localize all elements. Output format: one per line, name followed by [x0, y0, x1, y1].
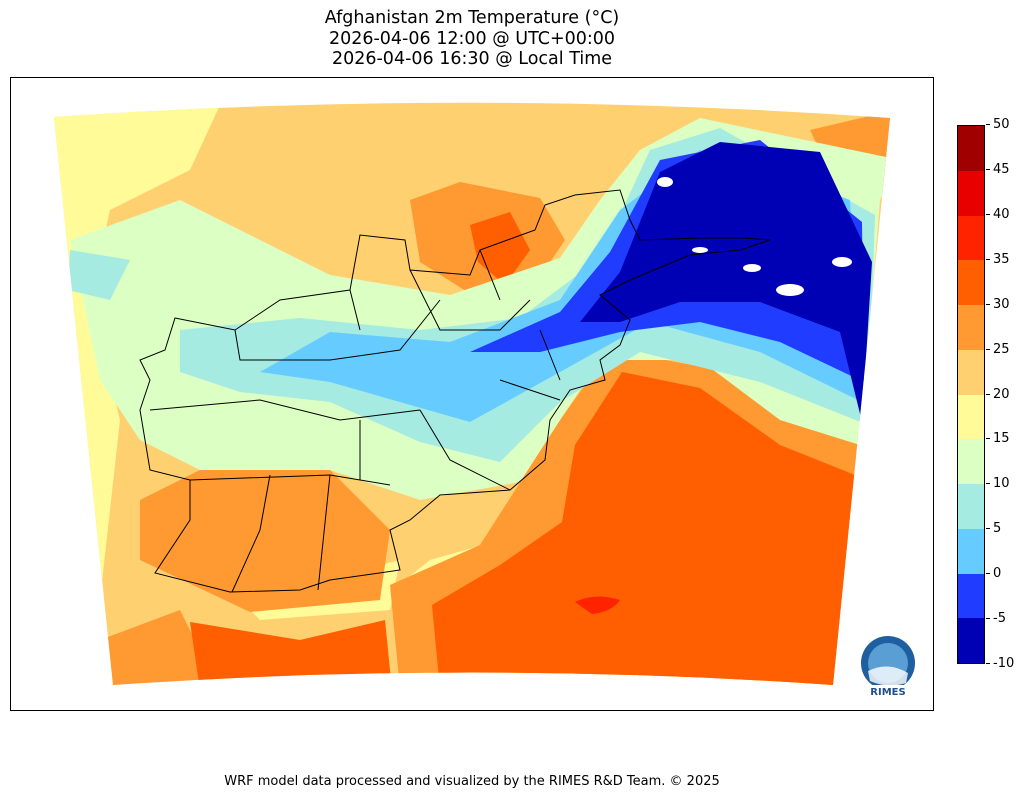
footer-credit: WRF model data processed and visualized …	[224, 774, 720, 789]
colorbar-tick-label: 35	[986, 252, 1010, 267]
title-line-3: 2026-04-06 16:30 @ Local Time	[331, 49, 613, 69]
colorbar-tick-label: 20	[986, 387, 1010, 402]
colorbar-bin	[958, 394, 984, 440]
colorbar-bin	[958, 126, 984, 171]
colorbar-bin	[958, 618, 984, 663]
colorbar	[957, 125, 985, 664]
colorbar-bin	[958, 439, 984, 484]
colorbar-tick-label: 40	[986, 207, 1010, 222]
colorbar-bin	[958, 215, 984, 261]
colorbar-bin	[958, 528, 984, 574]
map-frame	[10, 77, 934, 711]
colorbar-bin	[958, 305, 984, 350]
colorbar-tick-label: 15	[986, 432, 1010, 446]
temp-band-minus10-minus5	[580, 142, 872, 422]
temp-band-35-40	[575, 596, 620, 614]
rimes-logo: RIMES	[856, 633, 920, 698]
colorbar-bin	[958, 484, 984, 529]
afghanistan-province-borders	[139, 189, 771, 593]
country-border	[139, 189, 771, 593]
colorbar-tick-label: 25	[986, 342, 1010, 357]
colorbar-tick-label: -10	[986, 657, 1014, 671]
colorbar-tick-label: -5	[986, 612, 1006, 626]
colorbar-tick-label: 10	[986, 477, 1010, 491]
colorbar-tick-label: 0	[986, 567, 1001, 581]
colorbar-tick-label: 5	[986, 522, 1001, 536]
title-line-2: 2026-04-06 12:00 @ UTC+00:00	[328, 28, 616, 49]
colorbar-bin	[958, 170, 984, 216]
colorbar-bin	[958, 573, 984, 619]
province-lines	[149, 249, 561, 593]
svg-text:RIMES: RIMES	[870, 687, 905, 697]
colorbar-tick-label: 50	[986, 118, 1010, 132]
colorbar-tick-label: 45	[986, 162, 1010, 177]
title-line-1: Afghanistan 2m Temperature (°C)	[324, 8, 620, 28]
colorbar-bin	[958, 349, 984, 395]
snow-patches	[657, 177, 852, 296]
colorbar-tick-label: 30	[986, 297, 1010, 312]
colorbar-bin	[958, 260, 984, 305]
temp-band-30-35	[190, 212, 855, 685]
chart-title: Afghanistan 2m Temperature (°C) 2026-04-…	[0, 8, 944, 70]
